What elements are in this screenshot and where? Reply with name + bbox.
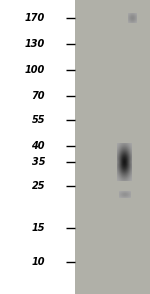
Text: 25: 25 — [32, 181, 45, 191]
Text: 15: 15 — [32, 223, 45, 233]
Text: 70: 70 — [32, 91, 45, 101]
Text: 55: 55 — [32, 115, 45, 125]
Text: 100: 100 — [25, 65, 45, 75]
Text: 10: 10 — [32, 257, 45, 267]
Text: 170: 170 — [25, 13, 45, 23]
Text: 40: 40 — [32, 141, 45, 151]
Bar — [75, 0, 150, 294]
Text: 35: 35 — [32, 157, 45, 167]
Bar — [0, 0, 75, 294]
Text: 130: 130 — [25, 39, 45, 49]
